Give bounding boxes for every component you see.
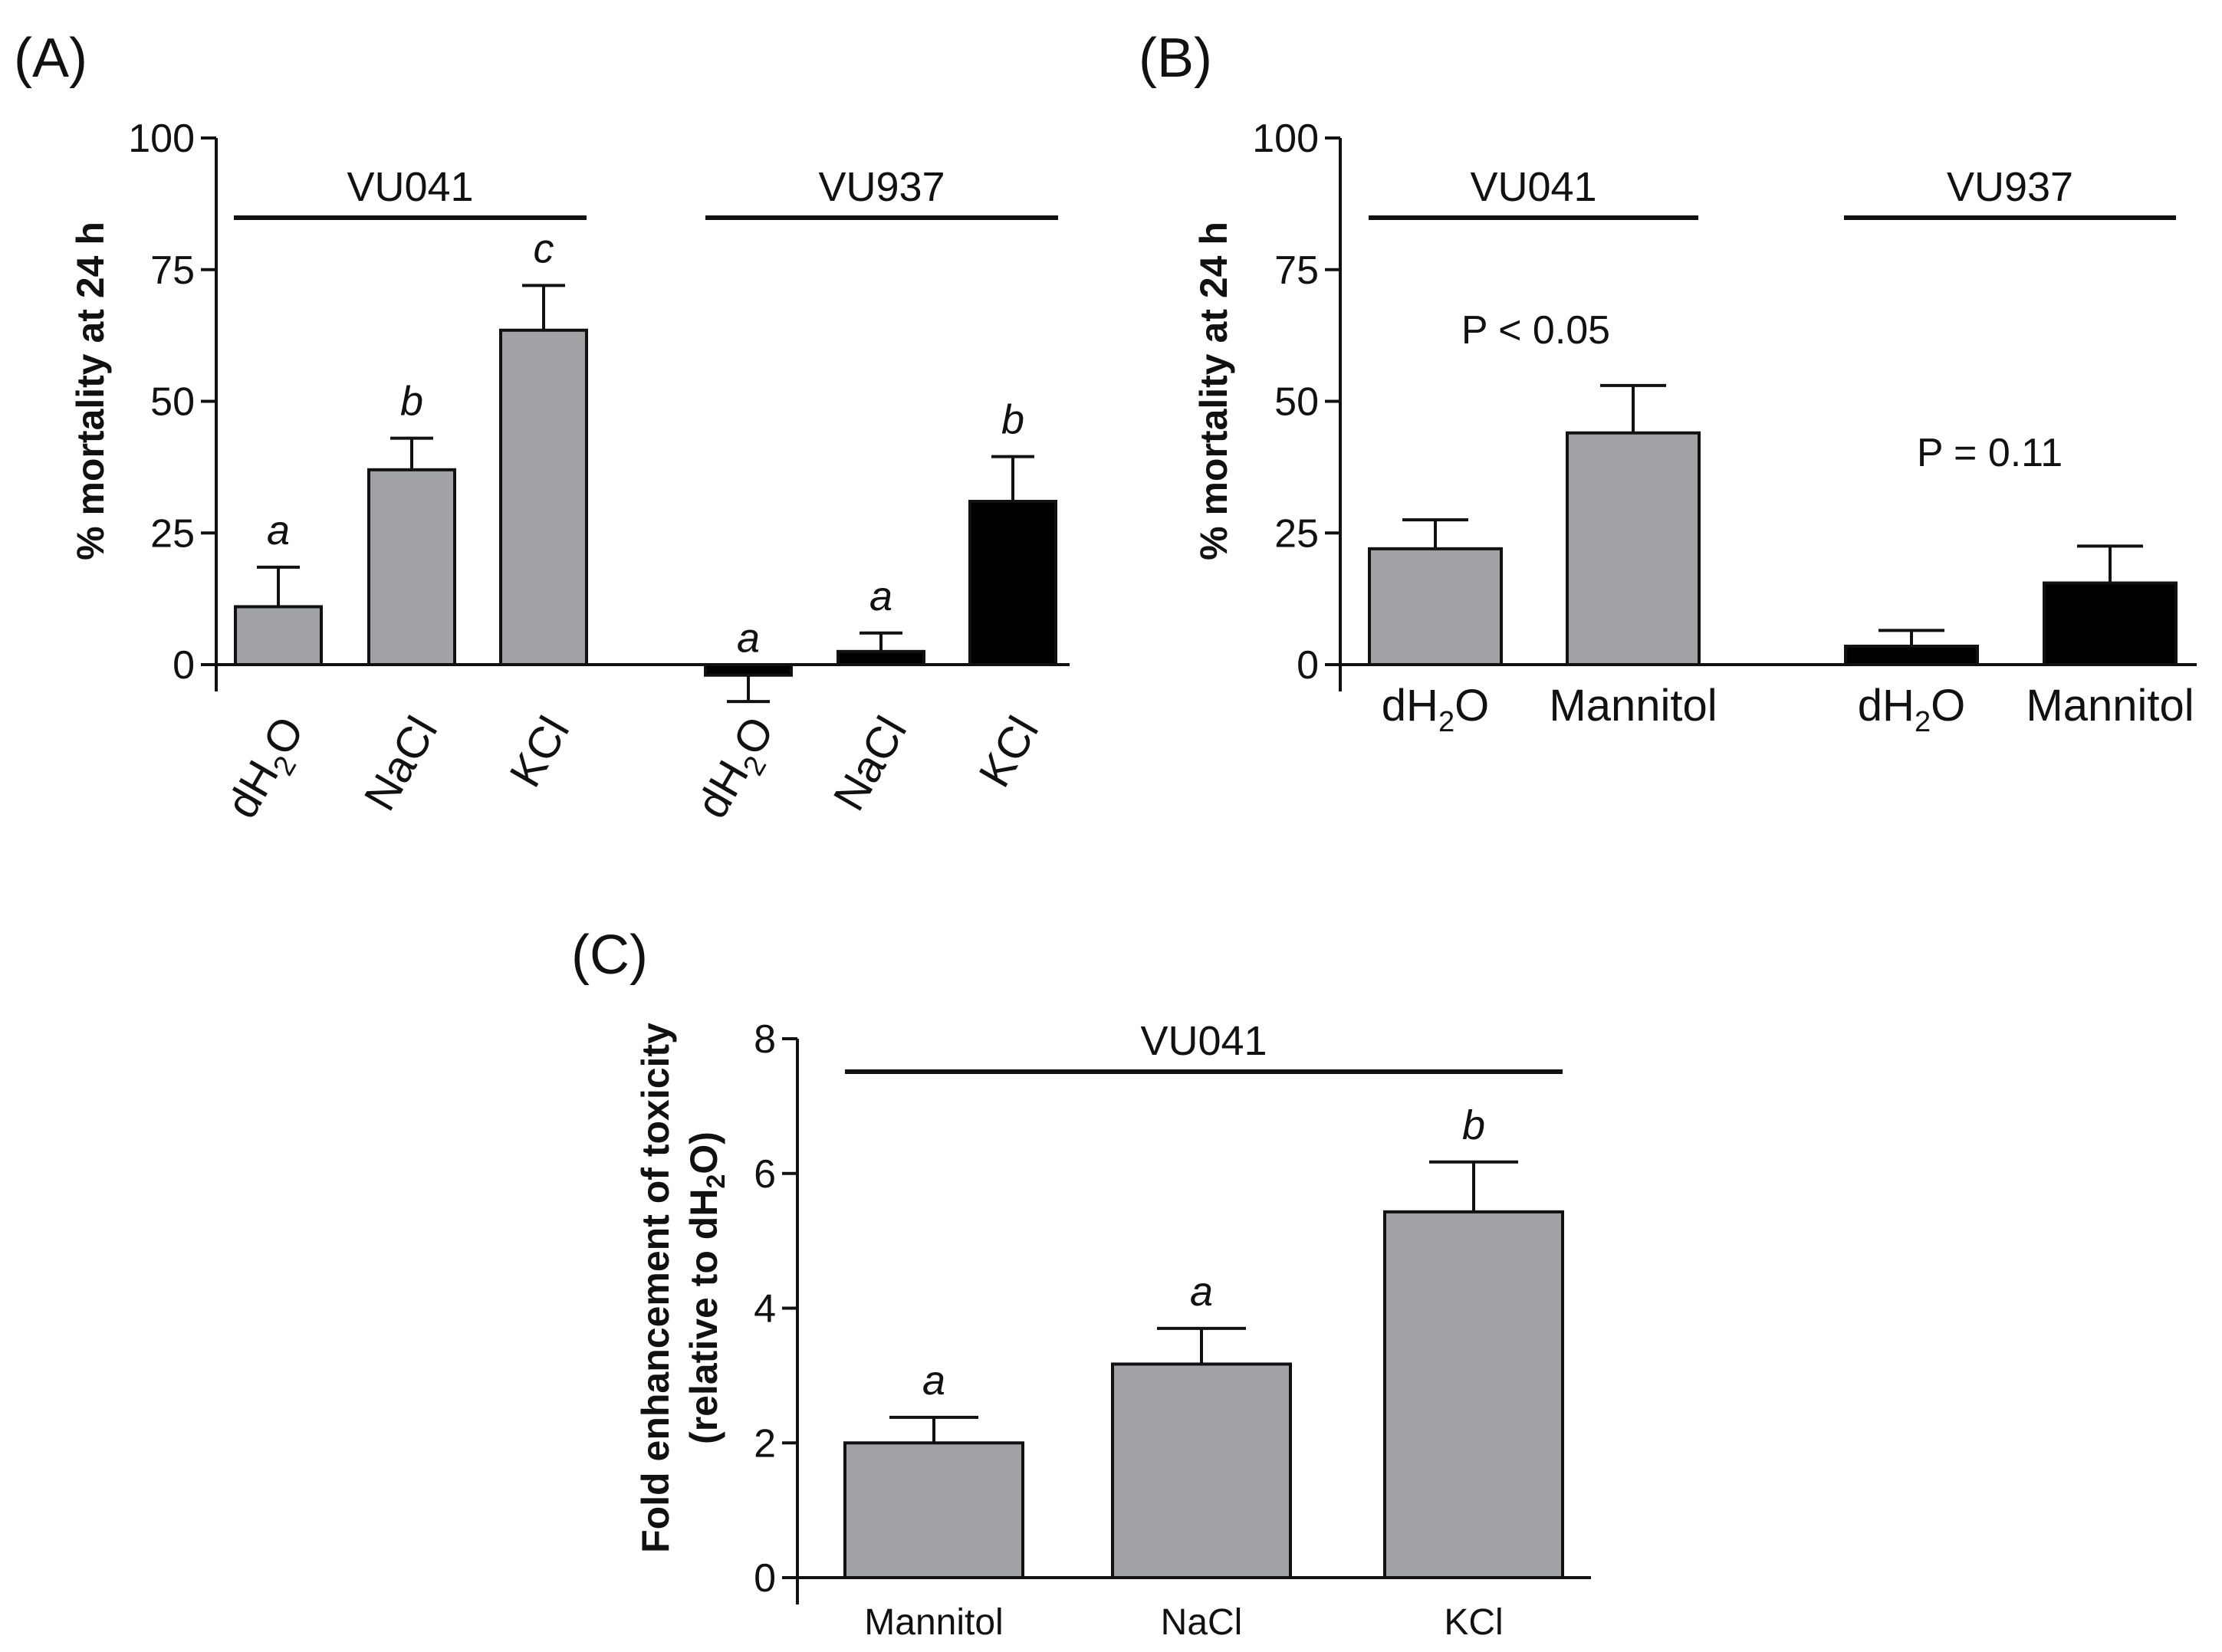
panelC-y-tick-label-2: 4 <box>754 1287 776 1332</box>
panelA-bar-1-1 <box>837 649 925 667</box>
panelA-y-tick-label-4: 100 <box>128 117 195 161</box>
panelB-y-tick-label-4: 100 <box>1252 117 1319 161</box>
panelB-category-label-1-0: dH2O <box>1858 681 1965 738</box>
panelB-y-tick-label-1: 25 <box>1274 511 1319 556</box>
panelA-sig-letter-1-2: b <box>1001 397 1024 443</box>
panelB-category-label-0-0-part2: O <box>1454 681 1489 731</box>
panelC-y-tick-label-3: 6 <box>754 1152 776 1197</box>
panelC-y-tick-label-1: 2 <box>754 1421 776 1466</box>
panelB-bar-0-1 <box>1566 431 1701 666</box>
panel-b-y-axis-title: % mortality at 24 h <box>1192 222 1235 560</box>
panelB-category-label-1-1: Mannitol <box>2026 681 2194 731</box>
panelA-category-label-0-1: NaCl <box>355 708 448 819</box>
panel-c-y-axis-title-line1: Fold enhancement of toxicity <box>634 1023 677 1553</box>
panelC-sig-letter-0-0: a <box>922 1358 945 1404</box>
panelB-group-label-1: VU937 <box>1947 164 2073 210</box>
panelA-sig-letter-0-0: a <box>267 507 290 553</box>
panelA-sig-letter-1-0: a <box>737 616 760 662</box>
panelA-bar-0-0 <box>234 605 323 666</box>
panel-c-plot: 0 2 4 6 8 VU041 a Mannitol a NaCl b KCl <box>754 1017 1591 1643</box>
panelB-bar-1-0 <box>1844 644 1979 667</box>
panelB-y-tick-label-3: 75 <box>1274 248 1319 293</box>
panelA-y-tick-label-3: 75 <box>150 248 195 293</box>
panelB-category-label-0-0: dH2O <box>1382 681 1489 738</box>
panelA-category-label-1-2: KCl <box>969 708 1048 795</box>
panelB-category-label-0-1: Mannitol <box>1549 681 1717 731</box>
panelA-category-label-0-0: dH2O <box>217 708 320 830</box>
panelA-y-tick-label-0: 0 <box>173 643 195 688</box>
panelA-y-tick-label-2: 50 <box>150 380 195 425</box>
panelB-y-tick-label-0: 0 <box>1297 643 1319 688</box>
panelC-category-label-0-2: KCl <box>1444 1602 1503 1643</box>
panelC-group-label-0: VU041 <box>1140 1018 1267 1064</box>
panel-a-label: (A) <box>14 28 87 89</box>
panelC-sig-letter-0-1: a <box>1190 1269 1213 1315</box>
panelA-sig-letter-1-1: a <box>869 573 892 619</box>
panel-c-y-title-subscript: 2 <box>702 1174 731 1189</box>
panelA-sig-letter-0-2: c <box>534 225 554 271</box>
panelA-category-label-1-1: NaCl <box>824 708 917 819</box>
panelA-bar-1-2 <box>968 500 1057 667</box>
panelA-bar-0-2 <box>499 328 588 666</box>
panelC-category-label-0-0: Mannitol <box>864 1602 1003 1643</box>
panelA-sig-letter-0-1: b <box>400 379 423 425</box>
panelB-y-tick-label-2: 50 <box>1274 380 1319 425</box>
panelB-pvalue-1: P = 0.11 <box>1917 431 2063 475</box>
panelC-bar-0-2 <box>1383 1210 1564 1579</box>
panel-c-y-title-prefix: (relative to dH <box>682 1189 725 1444</box>
panelC-bar-0-0 <box>843 1441 1024 1579</box>
panelB-pvalue-0: P < 0.05 <box>1461 308 1610 353</box>
panelA-category-label-1-0-part2: O <box>723 708 784 764</box>
panelB-bar-0-0 <box>1368 547 1503 666</box>
panelB-bar-1-1 <box>2043 581 2178 667</box>
panelC-sig-letter-0-2: b <box>1462 1102 1485 1148</box>
panelA-category-label-0-2: KCl <box>500 708 579 795</box>
panelA-bar-1-0 <box>704 663 793 677</box>
panel-c-label: (C) <box>571 925 648 986</box>
panel-c-y-title-suffix: O) <box>682 1131 725 1174</box>
panelA-y-tick-label-1: 25 <box>150 511 195 556</box>
panelB-category-label-0-0-sub: 2 <box>1438 706 1454 738</box>
panel-b-label: (B) <box>1139 28 1212 89</box>
panelC-y-tick-label-0: 0 <box>754 1556 776 1601</box>
panelA-category-label-1-0: dH2O <box>687 708 791 830</box>
panelC-bar-0-1 <box>1111 1362 1292 1580</box>
panelA-group-label-1: VU937 <box>818 164 945 210</box>
panelA-bar-0-1 <box>367 468 456 666</box>
panel-c-y-axis-title-line2: (relative to dH2O) <box>682 1131 731 1444</box>
panelA-group-label-0: VU041 <box>347 164 473 210</box>
panelB-category-label-0-0-part1: dH <box>1382 681 1438 731</box>
panelA-category-label-0-0-part2: O <box>253 708 314 764</box>
panelB-category-label-1-0-sub: 2 <box>1915 706 1931 738</box>
panelB-category-label-1-0-part1: dH <box>1858 681 1915 731</box>
panelB-category-label-1-0-part2: O <box>1931 681 1965 731</box>
panel-a-y-axis-title: % mortality at 24 h <box>69 222 112 560</box>
panel-a-plot: 0 25 50 75 100 VU041 a dH2O b NaCl c KCl VU937 a dH2O a… <box>128 117 1070 830</box>
panelC-category-label-0-1: NaCl <box>1161 1602 1243 1643</box>
panelC-y-tick-label-4: 8 <box>754 1017 776 1062</box>
panelB-group-label-0: VU041 <box>1470 164 1596 210</box>
